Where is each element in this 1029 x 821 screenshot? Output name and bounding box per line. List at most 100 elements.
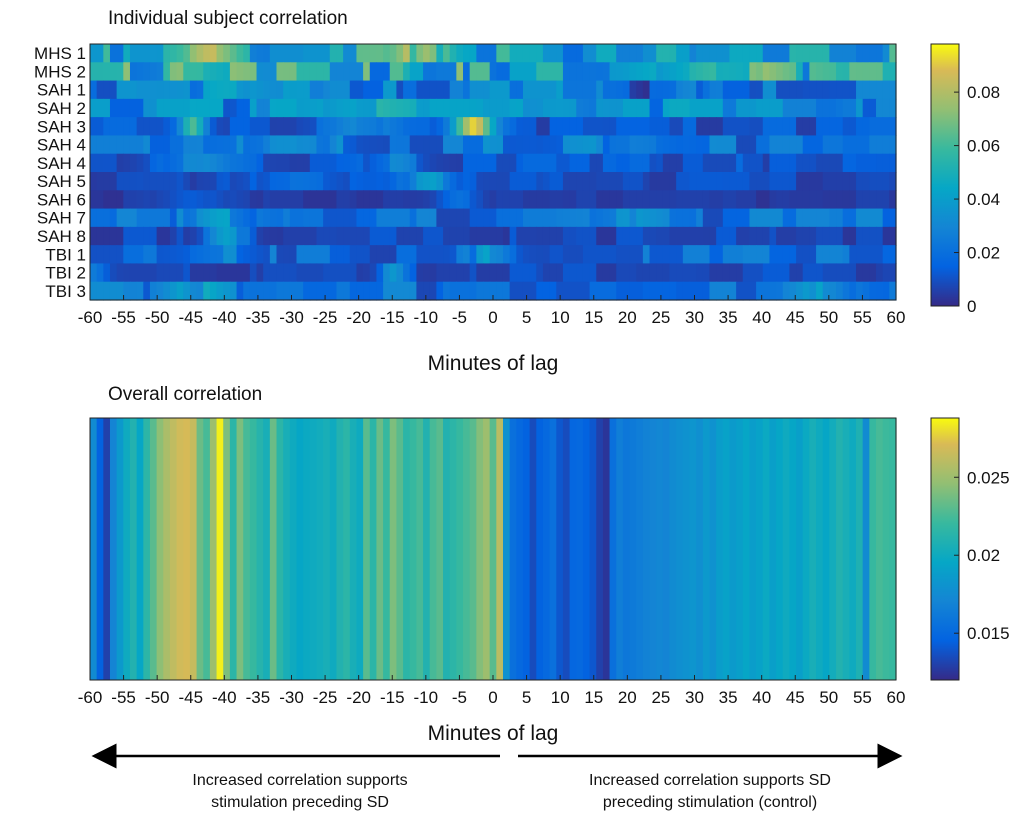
chart1-cell [223,245,231,265]
chart1-cell [689,44,697,63]
chart2-lag-band [236,418,244,680]
chart1-cell [736,117,744,137]
chart1-cell [209,281,218,301]
chart1-cell [129,172,138,191]
chart1-cell [649,62,657,82]
chart1-cell [343,263,351,283]
chart1-cell [389,245,398,265]
chart1-cell [416,44,424,63]
chart1-cell [449,190,457,210]
chart1-cell [289,245,298,265]
chart1-cell [782,153,791,173]
chart2-lag-band [389,418,398,680]
chart1-cell [163,281,171,301]
chart1-cell [96,135,104,155]
chart1-cell [889,117,897,137]
chart1-cell [249,62,258,82]
chart1-cell [589,172,597,191]
chart2-lag-band [276,418,284,680]
chart1-cell [702,135,711,155]
chart1-cell [602,208,611,228]
chart1-cell [469,80,477,100]
chart1-cell [403,135,411,155]
chart1-cell [876,44,884,63]
chart1-cell [203,135,211,155]
chart2-lag-band [716,418,724,680]
chart1-cell [123,117,131,137]
chart1-cell [309,190,318,210]
chart1-cell [449,263,457,283]
chart1-cell [636,281,644,301]
chart1-cell [383,172,391,191]
chart1-cell [782,135,791,155]
chart1-cell [323,117,331,137]
chart1-x-tick-label: 60 [887,308,906,327]
chart1-cell [629,153,637,173]
chart1-cell [742,135,751,155]
chart1-cell [416,245,424,265]
chart1-cell [822,245,830,265]
chart1-cell [289,263,298,283]
chart1-cell [116,80,124,100]
chart1-cell [709,80,717,100]
chart2-lag-band [376,418,384,680]
chart1-cell [243,117,251,137]
chart1-cell [602,153,611,173]
chart1-cell [636,98,644,118]
chart1-x-tick-label: 50 [819,308,838,327]
chart1-cell [336,208,344,228]
chart1-cell [90,117,98,137]
chart1-cell [729,153,737,173]
chart1-cell [396,117,404,137]
chart1-heatmap [90,44,897,301]
chart1-cell [469,44,477,63]
chart1-cell [769,190,777,210]
chart1-cell [642,208,651,228]
chart1-cell [549,44,557,63]
chart1-cell [223,135,231,155]
chart1-cell [323,44,331,63]
chart2-lag-band [642,418,651,680]
chart1-cell [609,117,617,137]
chart1-cell [336,172,344,191]
chart1-cell [589,263,597,283]
chart1-cell [882,245,890,265]
chart1-cell [749,135,757,155]
chart1-cell [736,62,744,82]
chart2-lag-band [629,418,637,680]
chart1-cell [269,226,278,246]
chart1-cell [169,62,178,82]
chart1-cell [576,226,584,246]
chart1-cell [349,135,358,155]
chart1-cell [409,190,417,210]
chart1-cell [176,153,184,173]
chart1-x-tick-label: 15 [584,308,603,327]
chart1-cell [696,263,704,283]
chart1-cell [416,98,424,118]
chart2-lag-band [229,418,238,680]
chart1-cell [236,44,244,63]
chart1-cell [596,117,604,137]
chart1-cell [676,135,684,155]
left-annotation: Increased correlation supports stimulati… [130,770,470,814]
chart1-cell [309,245,318,265]
chart1-x-tick-label: -30 [279,308,304,327]
chart1-cell [762,98,771,118]
chart2-lag-band [483,418,491,680]
chart1-cell [542,153,551,173]
chart1-cell [383,263,391,283]
chart1-cell [303,153,311,173]
chart1-cell [782,62,791,82]
chart1-cell [656,190,664,210]
chart2-lag-band [702,418,711,680]
chart2-x-tick-label: 50 [819,688,838,707]
chart1-cell [789,135,797,155]
chart1-cell [809,245,817,265]
chart1-cell [216,172,224,191]
chart1-cell [809,44,817,63]
chart1-cell [269,208,278,228]
chart2-lag-band [469,418,477,680]
chart1-cell [736,226,744,246]
chart1-cell [149,190,158,210]
chart1-x-tick-label: 45 [786,308,805,327]
